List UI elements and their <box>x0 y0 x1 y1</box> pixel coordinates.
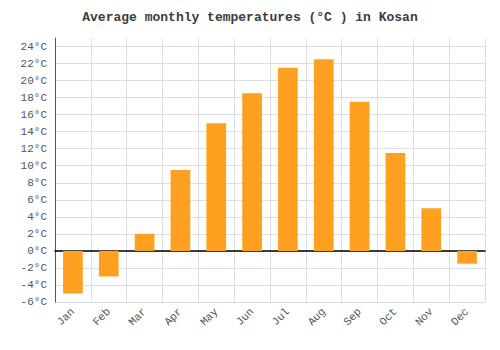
svg-text:Average monthly temperatures (: Average monthly temperatures (°C ) in Ko… <box>82 10 418 25</box>
svg-text:8°C: 8°C <box>27 177 47 189</box>
svg-text:-2°C: -2°C <box>21 262 48 274</box>
svg-text:14°C: 14°C <box>21 126 48 138</box>
svg-text:4°C: 4°C <box>27 211 47 223</box>
svg-text:-6°C: -6°C <box>21 296 48 308</box>
svg-text:Mar: Mar <box>126 306 148 328</box>
svg-text:16°C: 16°C <box>21 109 48 121</box>
svg-text:Apr: Apr <box>162 306 184 328</box>
svg-text:May: May <box>198 305 221 328</box>
svg-text:Dec: Dec <box>449 306 471 328</box>
svg-text:Jan: Jan <box>55 306 77 328</box>
svg-text:18°C: 18°C <box>21 92 48 104</box>
svg-text:Aug: Aug <box>306 306 328 328</box>
svg-text:-4°C: -4°C <box>21 279 48 291</box>
svg-text:10°C: 10°C <box>21 160 48 172</box>
svg-text:Feb: Feb <box>91 306 113 328</box>
svg-text:Nov: Nov <box>413 305 436 328</box>
svg-text:22°C: 22°C <box>21 58 48 70</box>
svg-text:20°C: 20°C <box>21 75 48 87</box>
svg-text:0°C: 0°C <box>27 245 47 257</box>
svg-text:Jul: Jul <box>270 306 292 328</box>
svg-text:24°C: 24°C <box>21 41 48 53</box>
svg-text:Sep: Sep <box>341 306 363 328</box>
svg-text:12°C: 12°C <box>21 143 48 155</box>
svg-text:Oct: Oct <box>377 306 399 328</box>
svg-text:Jun: Jun <box>234 306 256 328</box>
svg-text:2°C: 2°C <box>27 228 47 240</box>
svg-text:6°C: 6°C <box>27 194 47 206</box>
